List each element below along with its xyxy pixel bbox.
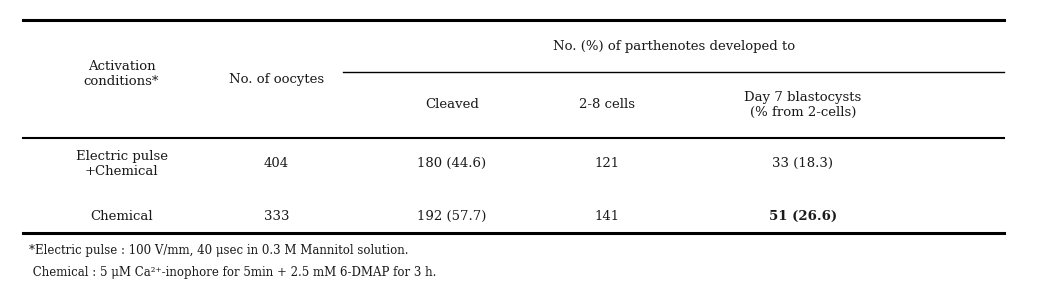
Text: 404: 404 bbox=[264, 157, 289, 170]
Text: *Electric pulse : 100 V/mm, 40 μsec in 0.3 M Mannitol solution.: *Electric pulse : 100 V/mm, 40 μsec in 0… bbox=[29, 244, 408, 257]
Text: 180 (44.6): 180 (44.6) bbox=[417, 157, 487, 170]
Text: No. (%) of parthenotes developed to: No. (%) of parthenotes developed to bbox=[553, 40, 795, 53]
Text: 141: 141 bbox=[594, 210, 620, 223]
Text: Electric pulse
+Chemical: Electric pulse +Chemical bbox=[76, 150, 167, 178]
Text: 192 (57.7): 192 (57.7) bbox=[417, 210, 487, 223]
Text: No. of oocytes: No. of oocytes bbox=[228, 73, 324, 86]
Text: Chemical: Chemical bbox=[90, 210, 153, 223]
Text: 51 (26.6): 51 (26.6) bbox=[769, 210, 837, 223]
Text: Day 7 blastocysts
(% from 2-cells): Day 7 blastocysts (% from 2-cells) bbox=[744, 91, 862, 119]
Text: Cleaved: Cleaved bbox=[425, 98, 479, 112]
Text: 2-8 cells: 2-8 cells bbox=[579, 98, 635, 112]
Text: 121: 121 bbox=[594, 157, 620, 170]
Text: 33 (18.3): 33 (18.3) bbox=[772, 157, 834, 170]
Text: Activation
conditions*: Activation conditions* bbox=[84, 60, 159, 88]
Text: 333: 333 bbox=[264, 210, 290, 223]
Text: Chemical : 5 μM Ca²⁺-inophore for 5min + 2.5 mM 6-DMAP for 3 h.: Chemical : 5 μM Ca²⁺-inophore for 5min +… bbox=[29, 266, 436, 279]
